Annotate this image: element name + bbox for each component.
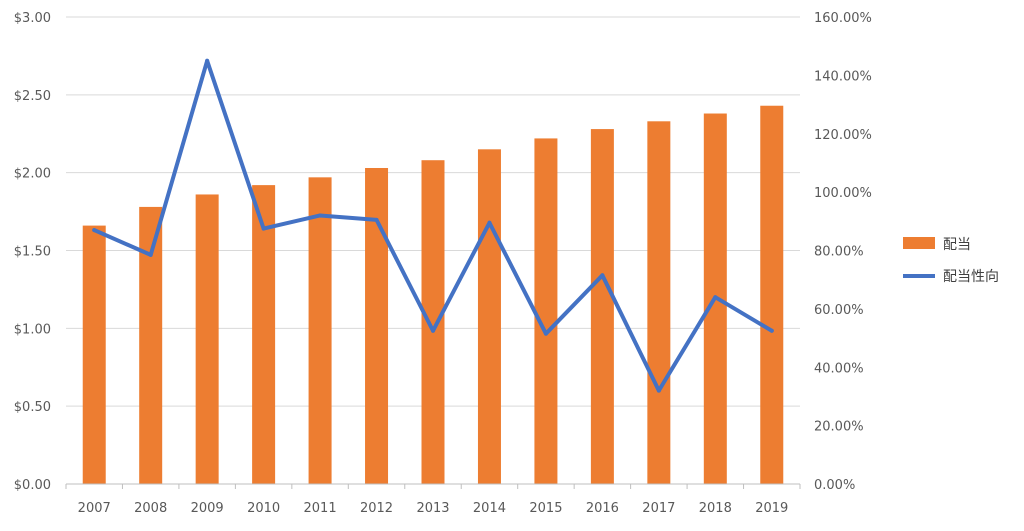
line-point — [431, 328, 435, 333]
line-point — [543, 331, 548, 336]
bar — [590, 129, 614, 484]
line-point — [487, 220, 492, 225]
bar — [534, 138, 558, 485]
bar — [647, 121, 671, 485]
line-point — [318, 213, 323, 218]
y-right-tick-label: 40.00% — [814, 361, 864, 376]
x-tick-label: 2008 — [134, 501, 167, 516]
x-tick-label: 2013 — [416, 501, 449, 516]
line-point — [148, 252, 153, 257]
y-right-tick-label: 100.00% — [814, 186, 872, 201]
x-tick-label: 2016 — [586, 501, 619, 516]
bar — [760, 105, 784, 484]
y-left-tick-label: $0.50 — [14, 400, 51, 415]
y-left-tick-label: $0.00 — [14, 478, 51, 493]
legend-swatch-dividend — [903, 237, 935, 249]
x-tick-label: 2018 — [699, 501, 732, 516]
bar — [365, 167, 389, 484]
y-left-tick-label: $1.00 — [14, 322, 51, 337]
x-tick-label: 2019 — [755, 501, 788, 516]
line-point — [769, 328, 774, 333]
line-point — [92, 228, 97, 233]
x-tick-label: 2011 — [304, 501, 337, 516]
line-point — [261, 226, 266, 231]
y-left-tick-label: $1.50 — [14, 245, 51, 260]
axes: $0.00 $0.50 $1.00 $1.50 $2.00 $2.50 $3.00 0.00%… — [14, 11, 872, 516]
y-right-tick-label: 160.00% — [814, 11, 872, 26]
line-point — [374, 217, 379, 222]
y-left-tick-label: $2.50 — [14, 89, 51, 104]
x-tick-label: 2007 — [78, 501, 111, 516]
line-point — [600, 273, 605, 278]
y-right-tick-label: 80.00% — [814, 245, 864, 260]
y-right-tick-label: 120.00% — [814, 128, 872, 143]
bar — [308, 177, 332, 484]
bar — [139, 206, 163, 484]
x-tick-label: 2015 — [529, 501, 562, 516]
y-left-tick-label: $2.00 — [14, 167, 51, 182]
bar — [477, 149, 501, 485]
y-right-tick-label: 20.00% — [814, 420, 864, 435]
bar — [82, 225, 106, 485]
line-point — [656, 388, 661, 393]
line-point — [205, 58, 210, 63]
legend-label-payout-ratio: 配当性向 — [943, 269, 999, 285]
x-tick-label: 2014 — [473, 501, 506, 516]
x-tick-label: 2012 — [360, 501, 393, 516]
legend: 配当 配当性向 — [903, 237, 999, 285]
bar — [195, 194, 219, 484]
line-series — [92, 58, 774, 393]
y-right-tick-label: 140.00% — [814, 69, 872, 84]
legend-label-dividend: 配当 — [943, 237, 971, 253]
y-left-tick-label: $3.00 — [14, 11, 51, 26]
y-right-tick-label: 60.00% — [814, 303, 864, 318]
bar — [421, 160, 445, 485]
y-right-tick-label: 0.00% — [814, 478, 855, 493]
x-tick-label: 2017 — [642, 501, 675, 516]
line-point — [713, 295, 718, 300]
x-tick-label: 2010 — [247, 501, 280, 516]
x-tick-label: 2009 — [191, 501, 224, 516]
bar-series — [82, 105, 784, 485]
bar — [252, 185, 276, 484]
